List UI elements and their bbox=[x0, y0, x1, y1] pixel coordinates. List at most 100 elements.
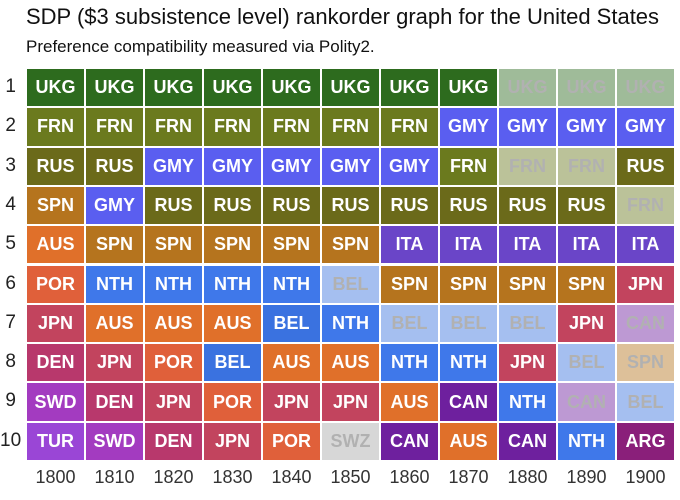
rank-cell-1820-9: JPN bbox=[144, 382, 203, 422]
rank-cell-1850-3: GMY bbox=[321, 146, 380, 186]
rank-cell-1870-6: SPN bbox=[439, 264, 498, 304]
rank-cell-1840-1: UKG bbox=[262, 68, 321, 108]
rank-cell-1870-9: CAN bbox=[439, 382, 498, 422]
year-label: 1860 bbox=[389, 467, 430, 487]
rank-cell-1830-9: POR bbox=[203, 382, 262, 422]
rank-cell-1810-5: SPN bbox=[85, 225, 144, 265]
rank-cell-1880-1: UKG bbox=[498, 68, 557, 108]
year-label: 1850 bbox=[330, 467, 371, 487]
rank-cell-1900-9: BEL bbox=[616, 382, 675, 422]
rank-label: 2 bbox=[5, 115, 16, 137]
rank-cell-1840-8: AUS bbox=[262, 343, 321, 383]
chart-subtitle: Preference compatibility measured via Po… bbox=[26, 37, 375, 56]
rank-cell-1880-9: NTH bbox=[498, 382, 557, 422]
rank-cell-1880-3: FRN bbox=[498, 146, 557, 186]
rank-heatmap-grid: UKG FRN RUS SPN AUS POR JPN DEN SWD TUR UKG FRN RUS G… bbox=[26, 68, 680, 461]
rank-cell-1890-3: FRN bbox=[557, 146, 616, 186]
rank-cell-1890-1: UKG bbox=[557, 68, 616, 108]
rank-cell-1800-4: SPN bbox=[26, 185, 85, 226]
year-label: 1880 bbox=[507, 467, 548, 487]
rank-cell-1830-6: NTH bbox=[203, 264, 262, 304]
rank-cell-1820-3: GMY bbox=[144, 146, 203, 186]
rank-cell-1810-9: DEN bbox=[85, 382, 144, 422]
rank-cell-1810-6: NTH bbox=[85, 264, 144, 304]
rank-cell-1800-6: POR bbox=[26, 264, 85, 304]
rank-cell-1890-2: GMY bbox=[557, 107, 616, 147]
rank-cell-1810-4: GMY bbox=[85, 185, 144, 226]
rank-cell-1820-4: RUS bbox=[144, 185, 203, 226]
rank-cell-1900-3: RUS bbox=[616, 146, 675, 186]
rank-cell-1860-9: AUS bbox=[380, 382, 439, 422]
rank-cell-1860-3: GMY bbox=[380, 146, 439, 186]
rank-cell-1820-8: POR bbox=[144, 343, 203, 383]
rank-cell-1880-7: BEL bbox=[498, 303, 557, 344]
rank-cell-1810-10: SWD bbox=[85, 421, 144, 461]
rank-cell-1800-9: SWD bbox=[26, 382, 85, 422]
year-label: 1820 bbox=[153, 467, 194, 487]
rank-cell-1870-2: GMY bbox=[439, 107, 498, 147]
rank-cell-1890-8: BEL bbox=[557, 343, 616, 383]
rank-cell-1830-5: SPN bbox=[203, 225, 262, 265]
rank-label: 8 bbox=[5, 351, 16, 373]
chart-title: SDP ($3 subsistence level) rankorder gra… bbox=[26, 4, 660, 29]
rank-cell-1800-5: AUS bbox=[26, 225, 85, 265]
rank-cell-1870-3: FRN bbox=[439, 146, 498, 186]
rank-cell-1880-4: RUS bbox=[498, 185, 557, 226]
rank-cell-1800-3: RUS bbox=[26, 146, 85, 186]
rank-cell-1890-6: SPN bbox=[557, 264, 616, 304]
rank-cell-1800-2: FRN bbox=[26, 107, 85, 147]
rank-cell-1870-7: BEL bbox=[439, 303, 498, 344]
rank-cell-1810-3: RUS bbox=[85, 146, 144, 186]
rank-cell-1840-5: SPN bbox=[262, 225, 321, 265]
rank-cell-1830-8: BEL bbox=[203, 343, 262, 383]
rank-cell-1830-3: GMY bbox=[203, 146, 262, 186]
rank-cell-1880-6: SPN bbox=[498, 264, 557, 304]
rank-cell-1840-10: POR bbox=[262, 421, 321, 461]
rank-cell-1810-7: AUS bbox=[85, 303, 144, 344]
rank-cell-1880-5: ITA bbox=[498, 225, 557, 265]
rank-cell-1890-9: CAN bbox=[557, 382, 616, 422]
rank-label: 7 bbox=[5, 311, 16, 333]
rank-label: 6 bbox=[5, 272, 16, 294]
rank-cell-1840-3: GMY bbox=[262, 146, 321, 186]
rank-cell-1830-7: AUS bbox=[203, 303, 262, 344]
rank-cell-1840-4: RUS bbox=[262, 185, 321, 226]
rank-cell-1830-2: FRN bbox=[203, 107, 262, 147]
rank-cell-1870-4: RUS bbox=[439, 185, 498, 226]
rank-cell-1900-8: SPN bbox=[616, 343, 675, 383]
rank-cell-1900-6: JPN bbox=[616, 264, 675, 304]
rank-cell-1800-10: TUR bbox=[26, 421, 85, 461]
rank-cell-1820-5: SPN bbox=[144, 225, 203, 265]
rank-cell-1900-10: ARG bbox=[616, 421, 675, 461]
rank-cell-1890-7: JPN bbox=[557, 303, 616, 344]
rank-cell-1820-10: DEN bbox=[144, 421, 203, 461]
rank-cell-1850-5: SPN bbox=[321, 225, 380, 265]
rank-cell-1850-2: FRN bbox=[321, 107, 380, 147]
rank-cell-1890-4: RUS bbox=[557, 185, 616, 226]
rank-cell-1890-5: ITA bbox=[557, 225, 616, 265]
rank-cell-1840-6: NTH bbox=[262, 264, 321, 304]
rank-cell-1830-4: RUS bbox=[203, 185, 262, 226]
rank-cell-1890-10: NTH bbox=[557, 421, 616, 461]
rank-cell-1850-10: SWZ bbox=[321, 421, 380, 461]
rank-cell-1860-1: UKG bbox=[380, 68, 439, 108]
rank-cell-1800-8: DEN bbox=[26, 343, 85, 383]
rank-cell-1800-1: UKG bbox=[26, 68, 85, 108]
rank-cell-1860-5: ITA bbox=[380, 225, 439, 265]
rank-cell-1830-10: JPN bbox=[203, 421, 262, 461]
rank-cell-1820-1: UKG bbox=[144, 68, 203, 108]
rank-cell-1810-1: UKG bbox=[85, 68, 144, 108]
rank-cell-1860-4: RUS bbox=[380, 185, 439, 226]
rank-cell-1860-2: FRN bbox=[380, 107, 439, 147]
rank-cell-1850-6: BEL bbox=[321, 264, 380, 304]
rank-cell-1850-8: AUS bbox=[321, 343, 380, 383]
rank-cell-1810-2: FRN bbox=[85, 107, 144, 147]
year-label: 1900 bbox=[625, 467, 666, 487]
rank-cell-1850-4: RUS bbox=[321, 185, 380, 226]
year-label: 1810 bbox=[94, 467, 135, 487]
rank-cell-1900-2: GMY bbox=[616, 107, 675, 147]
rank-label: 3 bbox=[5, 154, 16, 176]
rank-cell-1900-5: ITA bbox=[616, 225, 675, 265]
rank-cell-1830-1: UKG bbox=[203, 68, 262, 108]
rank-cell-1850-9: JPN bbox=[321, 382, 380, 422]
